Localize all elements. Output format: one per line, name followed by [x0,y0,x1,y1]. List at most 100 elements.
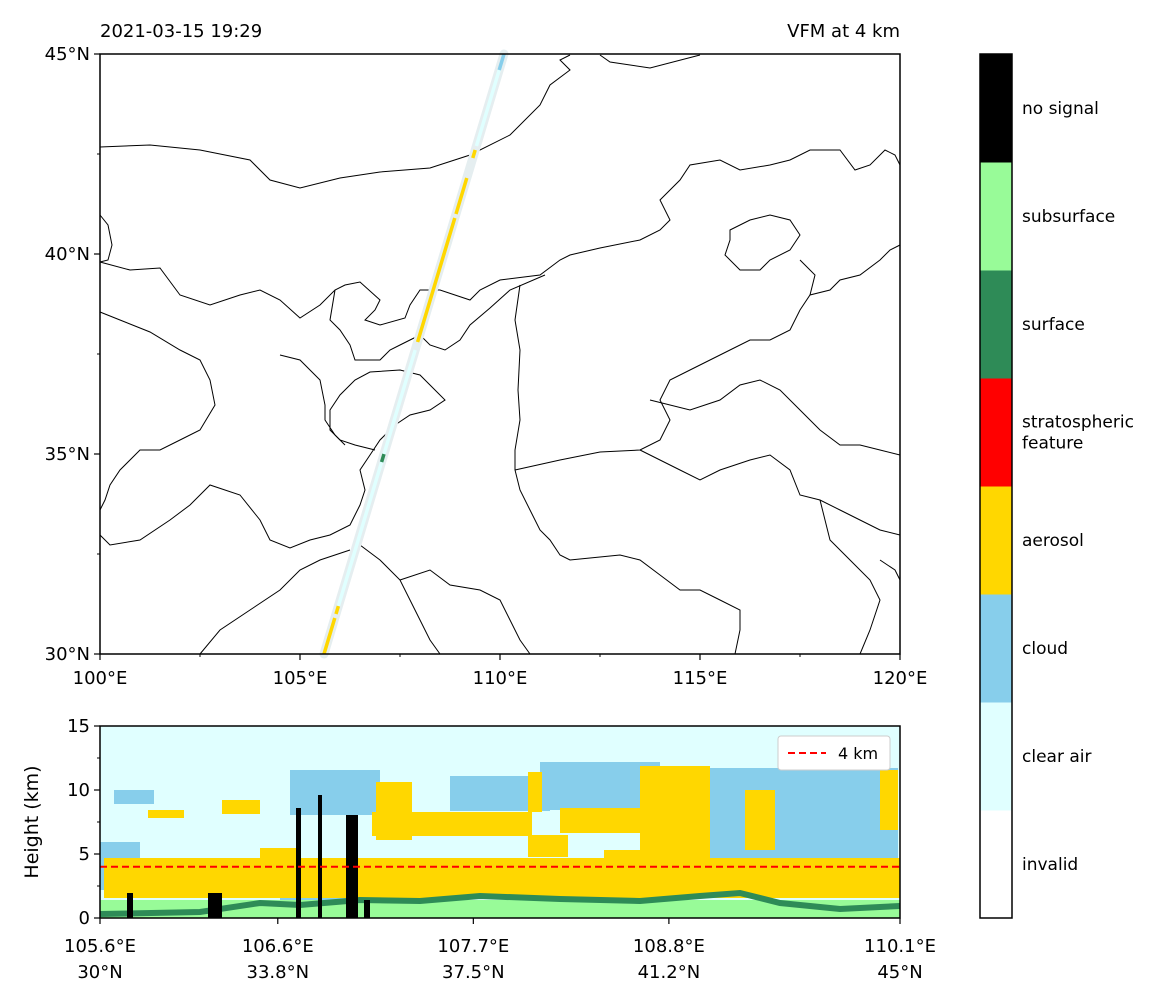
province-boundaries [99,54,901,655]
colorbar-label: subsurface [1022,207,1115,227]
map-title-left: 2021-03-15 19:29 [100,21,262,42]
mongolia-border [99,54,571,189]
boundary-line [279,354,346,446]
colorbar-label: feature [1022,434,1083,454]
no-signal-column [208,893,222,918]
track-segment [474,69,501,147]
aerosol-layer [148,810,184,818]
x-tick-label-lat: 30°N [77,962,122,983]
no-signal-column [296,808,301,918]
aerosol-layer [745,790,775,850]
aerosol-layer [260,848,296,858]
no-signal-column [346,815,358,918]
aerosol-layer [560,808,640,833]
map-frame [99,53,901,655]
track-segment [382,349,417,455]
colorbar-frame [979,53,1013,919]
boundary-line [514,284,741,655]
boundary-line [649,379,901,456]
colorbar-label: stratospheric [1022,413,1134,433]
x-tick-label: 100°E [73,668,128,689]
colorbar-label: clear air [1022,747,1091,767]
curtain-legend: 4 km [777,735,891,771]
y-tick-label: 40°N [45,244,90,265]
aerosol-layer [640,766,710,862]
colorbar-label: aerosol [1022,531,1084,551]
aerosol-layer [528,835,568,857]
boundary-line [799,259,816,296]
boundary-line [514,244,901,471]
track-segment [379,453,386,463]
colorbar-swatch [980,702,1012,811]
cloud-layer [114,790,154,804]
legend-box [777,735,891,771]
y-tick-label: 30°N [45,644,90,665]
x-tick-label: 107.7°E [437,936,509,957]
cloud-layer [290,770,380,815]
aerosol-layer [604,850,644,860]
curtain-y-axis-label: Height (km) [21,765,43,878]
boundary-line [99,214,113,263]
x-tick-label: 115°E [673,668,728,689]
boundary-line [99,149,901,326]
aerosol-layer [104,858,900,898]
x-tick-label: 120°E [873,668,928,689]
map-panel: 2021-03-15 19:29 VFM at 4 km [45,21,928,689]
cloud-layer [710,768,898,860]
boundary-line [199,549,351,655]
x-tick-label: 105.6°E [64,936,136,957]
boundary-line [819,499,881,655]
map-title-right: VFM at 4 km [787,21,900,42]
boundary-line [599,54,701,69]
x-tick-label-lat: 41.2°N [638,962,701,983]
y-tick-label: 45°N [45,44,90,65]
x-tick-label-lat: 37.5°N [442,962,505,983]
aerosol-layer [880,770,898,830]
track-segment [471,149,477,159]
boundary-line [879,559,901,581]
colorbar: invalid clear air cloud aerosol stratospheri… [979,53,1134,919]
map-axis-ticks: 100°E 105°E 110°E 115°E 120°E 30°N 35°N 40°N 45°… [45,44,928,689]
colorbar-swatch [980,486,1012,595]
x-tick-label: 108.8°E [633,936,705,957]
aerosol-layer [528,772,542,812]
surface-line [99,889,901,917]
aerosol-layers [104,766,900,898]
y-tick-label: 10 [67,780,90,801]
boundary-line [639,449,901,536]
curtain-axis-ticks: 0 5 10 15 105.6°E 30°N 106.6°E 33.8°N 107.7°E 37.… [64,716,936,983]
track-segment [334,605,341,615]
track-segment [454,177,469,215]
aerosol-layer [222,800,260,814]
x-tick-label: 110.1°E [864,936,936,957]
boundary-line [99,311,216,511]
colorbar-swatch [980,378,1012,487]
aerosol-layer [372,812,532,836]
no-signal-column [364,900,370,918]
track-segment [322,617,337,655]
y-tick-label: 15 [67,716,90,737]
track-segment [497,53,506,71]
colorbar-swatch [980,162,1012,271]
colorbar-swatch [980,594,1012,703]
boundary-line [724,214,801,271]
colorbar-label: invalid [1022,855,1078,875]
colorbar-swatch [980,810,1012,919]
y-tick-label: 35°N [45,444,90,465]
boundary-line [359,544,441,655]
colorbar-label: no signal [1022,99,1099,119]
x-tick-label-lat: 33.8°N [247,962,310,983]
calipso-track [319,49,509,659]
colorbar-swatch [980,54,1012,163]
boundary-line [399,569,531,655]
y-tick-label: 5 [79,844,90,865]
y-tick-label: 0 [79,908,90,929]
boundary-line [99,369,446,549]
no-signal-column [127,893,133,918]
track-segment [415,217,457,343]
no-signal-column [318,795,322,918]
x-tick-label: 106.6°E [242,936,314,957]
colorbar-label: cloud [1022,639,1068,659]
no-signal-columns [127,795,370,918]
